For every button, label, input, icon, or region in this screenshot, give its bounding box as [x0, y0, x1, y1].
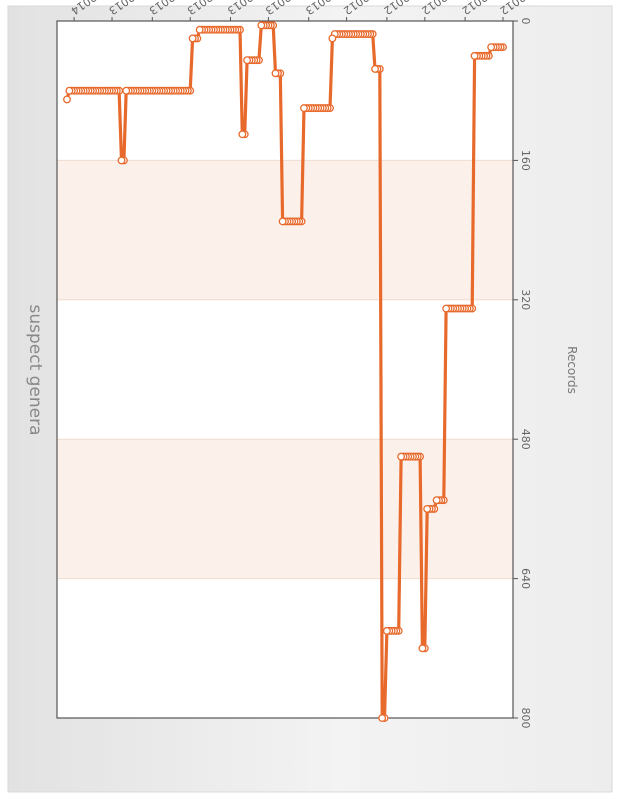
- data-point: [382, 626, 391, 635]
- plot-area: [57, 21, 513, 718]
- data-point: [257, 21, 266, 30]
- y-tick-label: 800: [519, 708, 532, 729]
- data-point: [371, 64, 379, 73]
- data-point: [470, 51, 479, 60]
- data-point: [487, 43, 496, 52]
- plot-band: [57, 160, 513, 300]
- plot-frame: [56, 20, 514, 719]
- data-point: [65, 86, 74, 95]
- data-point: [378, 714, 387, 722]
- data-point: [418, 644, 427, 653]
- data-point: [188, 34, 197, 43]
- data-point: [442, 304, 451, 313]
- data-point: [278, 217, 287, 226]
- y-axis: 0 160 320 480 640 800: [513, 18, 532, 729]
- y-tick-label: 160: [519, 150, 532, 171]
- data-point: [328, 34, 337, 43]
- plot-bands: [57, 160, 513, 579]
- data-point: [397, 452, 406, 461]
- series-layer: [63, 21, 507, 722]
- data-point: [122, 86, 131, 95]
- data-point: [117, 156, 126, 165]
- y-tick-label: 320: [519, 289, 532, 310]
- data-point: [423, 504, 432, 513]
- data-point: [238, 130, 247, 139]
- data-point: [271, 69, 280, 78]
- data-point: [300, 104, 308, 113]
- chart-title: suspect genera: [25, 304, 45, 435]
- y-tick-label: 640: [519, 568, 532, 589]
- data-point: [243, 56, 252, 65]
- data-point: [195, 25, 204, 34]
- y-tick-label: 480: [519, 429, 532, 450]
- y-axis-title: Records: [565, 346, 579, 394]
- data-point: [63, 95, 71, 104]
- data-point: [432, 496, 441, 505]
- y-tick-label: 0: [519, 18, 532, 25]
